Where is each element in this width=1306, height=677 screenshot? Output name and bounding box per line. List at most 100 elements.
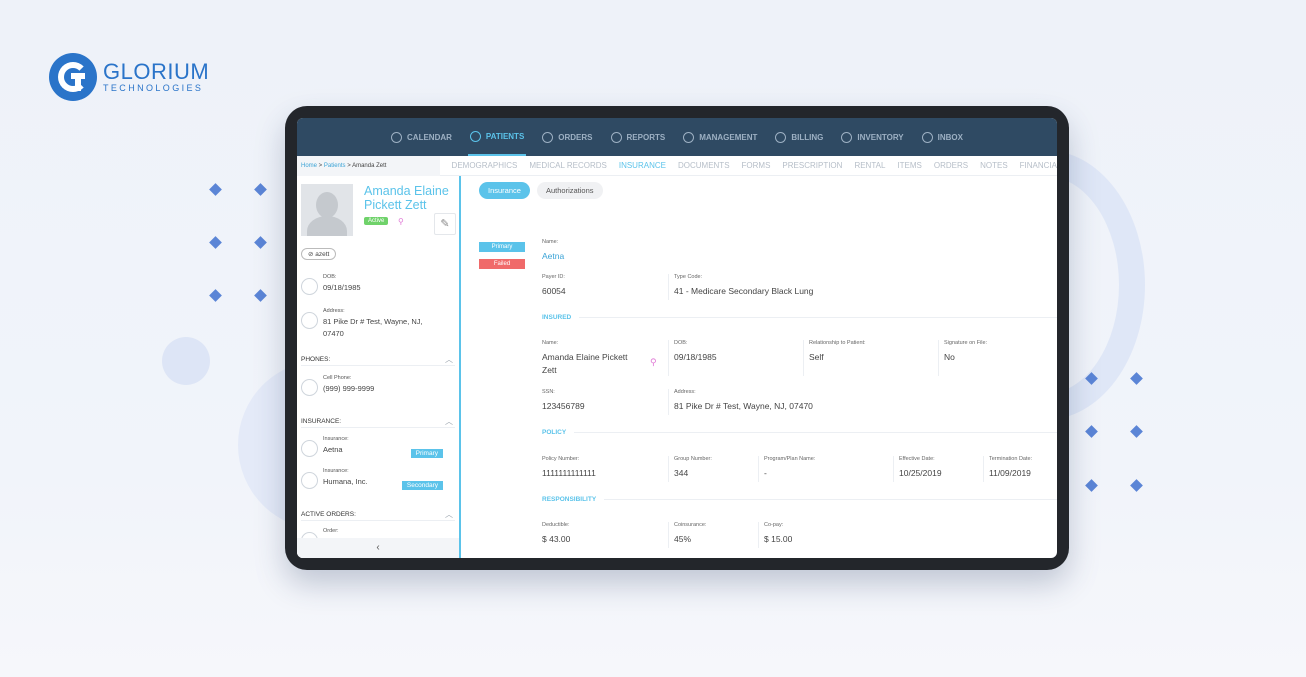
patient-tag[interactable]: ⊘ azett: [301, 248, 337, 260]
nav-label: ORDERS: [558, 132, 593, 142]
insurance-section-header[interactable]: INSURANCE: ︿: [301, 417, 455, 428]
field-value: 81 Pike Dr # Test, Wayne, NJ, 07470: [674, 401, 813, 411]
nav-orders[interactable]: ORDERS: [540, 118, 594, 156]
secondary-badge: Secondary: [401, 481, 443, 490]
payer-id-field: Payer ID: 60054: [542, 274, 566, 298]
phones-title: PHONES:: [301, 356, 331, 363]
divider: [668, 389, 669, 415]
breadcrumb-separator: >: [345, 162, 353, 169]
location-icon: [301, 312, 318, 329]
insured-name-field: Name: Amanda Elaine Pickett Zett: [542, 340, 642, 377]
tab-prescription[interactable]: PRESCRIPTION: [782, 161, 843, 170]
insurance-content: Insurance Authorizations Primary Failed …: [463, 176, 1057, 558]
collapse-sidebar-button[interactable]: ‹: [297, 538, 459, 558]
address-label: Address:: [323, 308, 345, 314]
subtab-authorizations[interactable]: Authorizations: [537, 182, 603, 199]
field-value: 344: [674, 468, 689, 478]
tab-medical-records[interactable]: MEDICAL RECORDS: [529, 161, 607, 170]
field-value: No: [944, 352, 955, 362]
field-label: Program/Plan Name:: [764, 456, 816, 462]
decor-diamond: [1130, 425, 1143, 438]
chevron-up-icon[interactable]: ︿: [445, 355, 453, 364]
field-label: Group Number:: [674, 456, 712, 462]
patients-icon: [469, 130, 481, 142]
field-label: DOB:: [674, 340, 688, 346]
app-screen: CALENDAR PATIENTS ORDERS REPORTS MANAGEMENT B…: [297, 118, 1057, 558]
field-label: Deductible:: [542, 522, 570, 528]
field-value: 123456789: [542, 401, 585, 411]
breadcrumb-home[interactable]: Home: [301, 162, 318, 169]
tab-notes[interactable]: NOTES: [980, 161, 1008, 170]
decor-diamond: [1130, 479, 1143, 492]
tab-financia[interactable]: FINANCIA: [1019, 161, 1057, 170]
effective-date-field: Effective Date: 10/25/2019: [899, 456, 942, 480]
patient-tabs: DEMOGRAPHICS MEDICAL RECORDS INSURANCE DOCU…: [440, 161, 1057, 170]
chevron-up-icon[interactable]: ︿: [445, 417, 453, 426]
tag-icon: ⊘: [308, 251, 316, 258]
tab-orders[interactable]: ORDERS: [933, 161, 969, 170]
chevron-left-icon: ‹: [376, 542, 380, 553]
decor-circle-small: [162, 337, 210, 385]
edit-button[interactable]: ✎: [434, 213, 456, 235]
field-label: Relationship to Patient:: [809, 340, 866, 346]
phone-info: Cell Phone: (999) 999-9999: [301, 375, 451, 396]
tab-rental[interactable]: RENTAL: [854, 161, 886, 170]
decor-diamond: [1085, 479, 1098, 492]
field-value: $ 15.00: [764, 534, 793, 544]
field-label: Address:: [674, 389, 696, 395]
nav-management[interactable]: MANAGEMENT: [681, 118, 759, 156]
calendar-icon: [301, 278, 318, 295]
insurance-item[interactable]: Insurance: Aetna Primary: [301, 436, 451, 458]
relationship-field: Relationship to Patient: Self: [809, 340, 866, 364]
tab-insurance[interactable]: INSURANCE: [618, 161, 666, 170]
plan-name-field: Program/Plan Name: -: [764, 456, 815, 480]
top-navigation: CALENDAR PATIENTS ORDERS REPORTS MANAGEMENT B…: [297, 118, 1057, 156]
divider: [803, 340, 804, 376]
policy-number-field: Policy Number: 1111111111111: [542, 456, 596, 480]
chevron-up-icon[interactable]: ︿: [445, 510, 453, 519]
nav-inbox[interactable]: INBOX: [920, 118, 965, 156]
tab-demographics[interactable]: DEMOGRAPHICS: [451, 161, 518, 170]
tab-forms[interactable]: FORMS: [741, 161, 771, 170]
subtab-insurance[interactable]: Insurance: [479, 182, 530, 199]
phones-section-header[interactable]: PHONES: ︿: [301, 355, 455, 366]
search-icon[interactable]: ⚲: [650, 357, 657, 367]
group-number-field: Group Number: 344: [674, 456, 712, 480]
nav-calendar[interactable]: CALENDAR: [389, 118, 454, 156]
breadcrumb-patients[interactable]: Patients: [323, 162, 346, 169]
patient-sidebar: Amanda Elaine Pickett Zett Active ⚲ ✎ ⊘ …: [297, 176, 461, 558]
search-icon[interactable]: ⚲: [398, 217, 404, 226]
breadcrumb-current: Amanda Zett: [352, 162, 387, 169]
insured-section-title: INSURED: [542, 314, 1057, 321]
nav-billing[interactable]: BILLING: [773, 118, 825, 156]
phone-label: Cell Phone:: [323, 375, 352, 381]
phone-value: (999) 999-9999: [323, 384, 375, 393]
brand-subtitle: TECHNOLOGIES: [103, 82, 204, 93]
payer-name-field: Name: Aetna: [542, 239, 564, 263]
decor-diamond: [209, 289, 222, 302]
sub-bar: Home > Patients > Amanda Zett DEMOGRAPHI…: [297, 155, 1057, 176]
nav-reports[interactable]: REPORTS: [609, 118, 668, 156]
nav-inventory[interactable]: INVENTORY: [839, 118, 905, 156]
insured-address-field: Address: 81 Pike Dr # Test, Wayne, NJ, 0…: [674, 389, 813, 413]
nav-label: PATIENTS: [485, 131, 525, 141]
insurance-item[interactable]: Insurance: Humana, Inc. Secondary: [301, 468, 451, 490]
nav-patients[interactable]: PATIENTS: [467, 118, 527, 156]
deductible-field: Deductible: $ 43.00: [542, 522, 570, 546]
orders-section-header[interactable]: ACTIVE ORDERS: ︿: [301, 510, 455, 521]
field-value: -: [764, 468, 767, 478]
tag-label: azett: [315, 251, 330, 258]
decor-diamond: [254, 236, 267, 249]
field-value: 41 - Medicare Secondary Black Lung: [674, 286, 814, 296]
policy-section-title: POLICY: [542, 429, 1057, 436]
brand-title: GLORIUM: [103, 58, 210, 84]
signature-field: Signature on File: No: [944, 340, 987, 364]
nav-label: INVENTORY: [857, 132, 904, 142]
tab-items[interactable]: ITEMS: [897, 161, 922, 170]
dob-value: 09/18/1985: [323, 283, 361, 292]
calendar-icon: [391, 131, 403, 143]
brand-logo: GLORIUM TECHNOLOGIES: [49, 53, 209, 101]
tab-documents[interactable]: DOCUMENTS: [677, 161, 730, 170]
payer-name-link[interactable]: Aetna: [542, 251, 565, 261]
coinsurance-field: Coinsurance: 45%: [674, 522, 706, 546]
